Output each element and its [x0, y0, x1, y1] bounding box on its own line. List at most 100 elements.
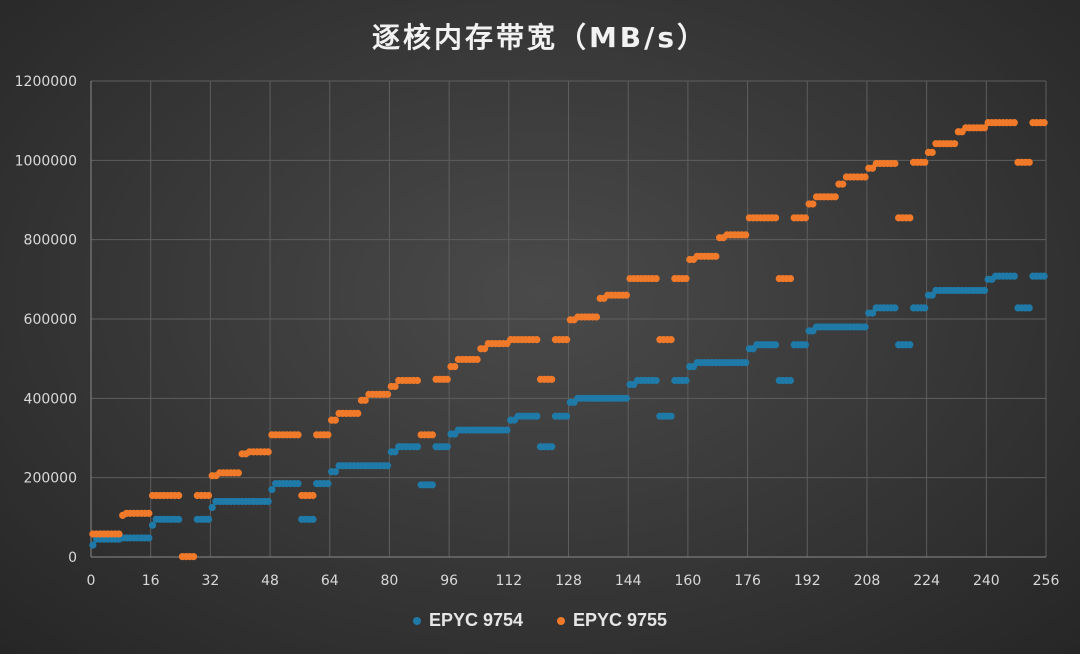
data-point: [145, 509, 153, 517]
x-tick-label: 224: [913, 573, 940, 589]
data-point: [324, 480, 332, 488]
data-point: [175, 515, 183, 523]
y-tick-label: 600000: [24, 312, 77, 328]
legend-label-1: EPYC 9754: [428, 610, 523, 630]
data-point: [921, 304, 929, 312]
series-2: [89, 119, 1048, 561]
data-point: [428, 481, 436, 489]
tick-labels: 0 200000 400000 600000 800000 1000000 1200000 0…: [15, 74, 1060, 589]
data-point: [652, 274, 660, 283]
data-point: [742, 231, 750, 239]
data-point: [980, 286, 989, 295]
data-point: [268, 485, 276, 494]
grid-lines: [91, 80, 1047, 557]
x-tick-label: 256: [1033, 573, 1060, 589]
data-points: [89, 119, 1048, 561]
data-point: [264, 497, 272, 506]
y-tick-label: 400000: [24, 391, 77, 407]
data-point: [891, 304, 899, 312]
data-point: [533, 412, 541, 420]
data-point: [175, 491, 183, 500]
x-tick-label: 144: [615, 573, 642, 589]
data-point: [324, 431, 332, 439]
data-point: [906, 214, 914, 222]
y-tick-label: 0: [68, 550, 77, 566]
data-point: [115, 530, 123, 538]
data-point: [839, 180, 847, 188]
data-point: [563, 412, 571, 420]
data-point: [391, 448, 399, 456]
data-point: [1010, 272, 1018, 280]
data-point: [1010, 119, 1018, 127]
data-point: [234, 469, 242, 477]
series-1: [89, 272, 1048, 549]
data-point: [89, 541, 97, 549]
x-tick-label: 48: [261, 573, 279, 589]
data-point: [801, 341, 809, 349]
data-point: [786, 376, 795, 385]
x-tick-label: 192: [794, 573, 821, 589]
data-point: [667, 336, 675, 344]
data-point: [480, 345, 489, 353]
data-point: [592, 313, 601, 321]
data-point: [145, 534, 153, 542]
y-tick-label: 800000: [24, 233, 77, 249]
data-point: [868, 309, 877, 317]
data-point: [682, 274, 690, 283]
x-tick-label: 128: [555, 573, 582, 589]
data-point: [951, 140, 959, 148]
data-point: [622, 394, 630, 402]
x-tick-label: 112: [495, 573, 522, 589]
legend-marker-1: [412, 616, 421, 625]
data-point: [204, 491, 213, 500]
data-point: [1025, 158, 1033, 166]
x-tick-label: 64: [321, 573, 339, 589]
data-point: [682, 376, 690, 385]
axes: [90, 81, 1046, 558]
data-point: [1025, 304, 1033, 312]
data-point: [906, 341, 914, 349]
x-tick-label: 16: [142, 573, 160, 589]
data-point: [652, 376, 660, 385]
data-point: [801, 214, 809, 222]
data-point: [533, 336, 541, 344]
data-point: [742, 359, 750, 367]
legend-label-2: EPYC 9755: [573, 610, 668, 630]
x-tick-label: 0: [87, 573, 96, 589]
x-tick-label: 208: [854, 573, 881, 589]
data-point: [451, 363, 459, 371]
data-point: [473, 355, 481, 364]
data-point: [413, 443, 422, 451]
data-point: [189, 553, 198, 561]
x-tick-label: 160: [675, 573, 702, 589]
data-point: [548, 443, 556, 451]
x-tick-label: 240: [973, 573, 1000, 589]
data-point: [891, 159, 899, 168]
y-tick-label: 200000: [24, 471, 77, 487]
x-tick-label: 32: [201, 573, 219, 589]
data-point: [1040, 272, 1048, 280]
y-tick-label: 1200000: [15, 74, 77, 90]
data-point: [548, 375, 556, 383]
data-point: [294, 480, 302, 488]
legend-item-2: EPYC 9755: [557, 610, 667, 631]
data-point: [921, 158, 929, 166]
data-point: [443, 443, 451, 451]
data-point: [980, 124, 989, 132]
legend: EPYC 9754 EPYC 9755: [0, 610, 1080, 631]
data-point: [771, 341, 780, 349]
data-point: [667, 412, 675, 420]
data-point: [831, 193, 839, 201]
data-point: [428, 431, 436, 439]
x-tick-label: 176: [734, 573, 761, 589]
legend-item-1: EPYC 9754: [412, 610, 523, 631]
data-point: [148, 521, 157, 529]
data-point: [383, 390, 392, 398]
y-tick-label: 1000000: [15, 153, 77, 169]
data-point: [1040, 119, 1048, 127]
data-point: [331, 468, 339, 476]
data-point: [264, 448, 272, 456]
data-point: [809, 200, 817, 208]
